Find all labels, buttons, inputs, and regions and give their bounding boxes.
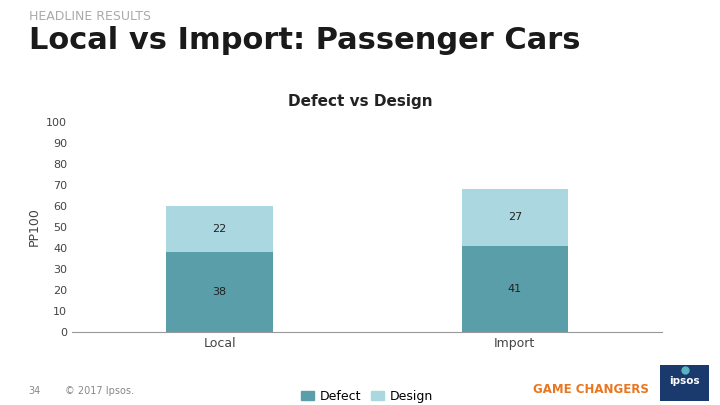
Bar bbox=[166, 206, 273, 252]
Bar bbox=[462, 246, 568, 332]
Bar bbox=[462, 189, 568, 246]
Text: Local vs Import: Passenger Cars: Local vs Import: Passenger Cars bbox=[29, 26, 580, 55]
Text: ipsos: ipsos bbox=[670, 376, 700, 386]
Text: Defect vs Design: Defect vs Design bbox=[288, 94, 432, 109]
Text: 27: 27 bbox=[508, 212, 522, 222]
Text: 41: 41 bbox=[508, 284, 522, 294]
Legend: Defect, Design: Defect, Design bbox=[296, 385, 438, 405]
Y-axis label: PP100: PP100 bbox=[27, 207, 40, 246]
Bar bbox=[166, 252, 273, 332]
Text: HEADLINE RESULTS: HEADLINE RESULTS bbox=[29, 10, 150, 23]
Text: © 2017 Ipsos.: © 2017 Ipsos. bbox=[65, 386, 134, 396]
Text: 38: 38 bbox=[212, 287, 227, 297]
Text: 22: 22 bbox=[212, 224, 227, 234]
Text: GAME CHANGERS: GAME CHANGERS bbox=[533, 383, 649, 396]
Text: 34: 34 bbox=[29, 386, 41, 396]
